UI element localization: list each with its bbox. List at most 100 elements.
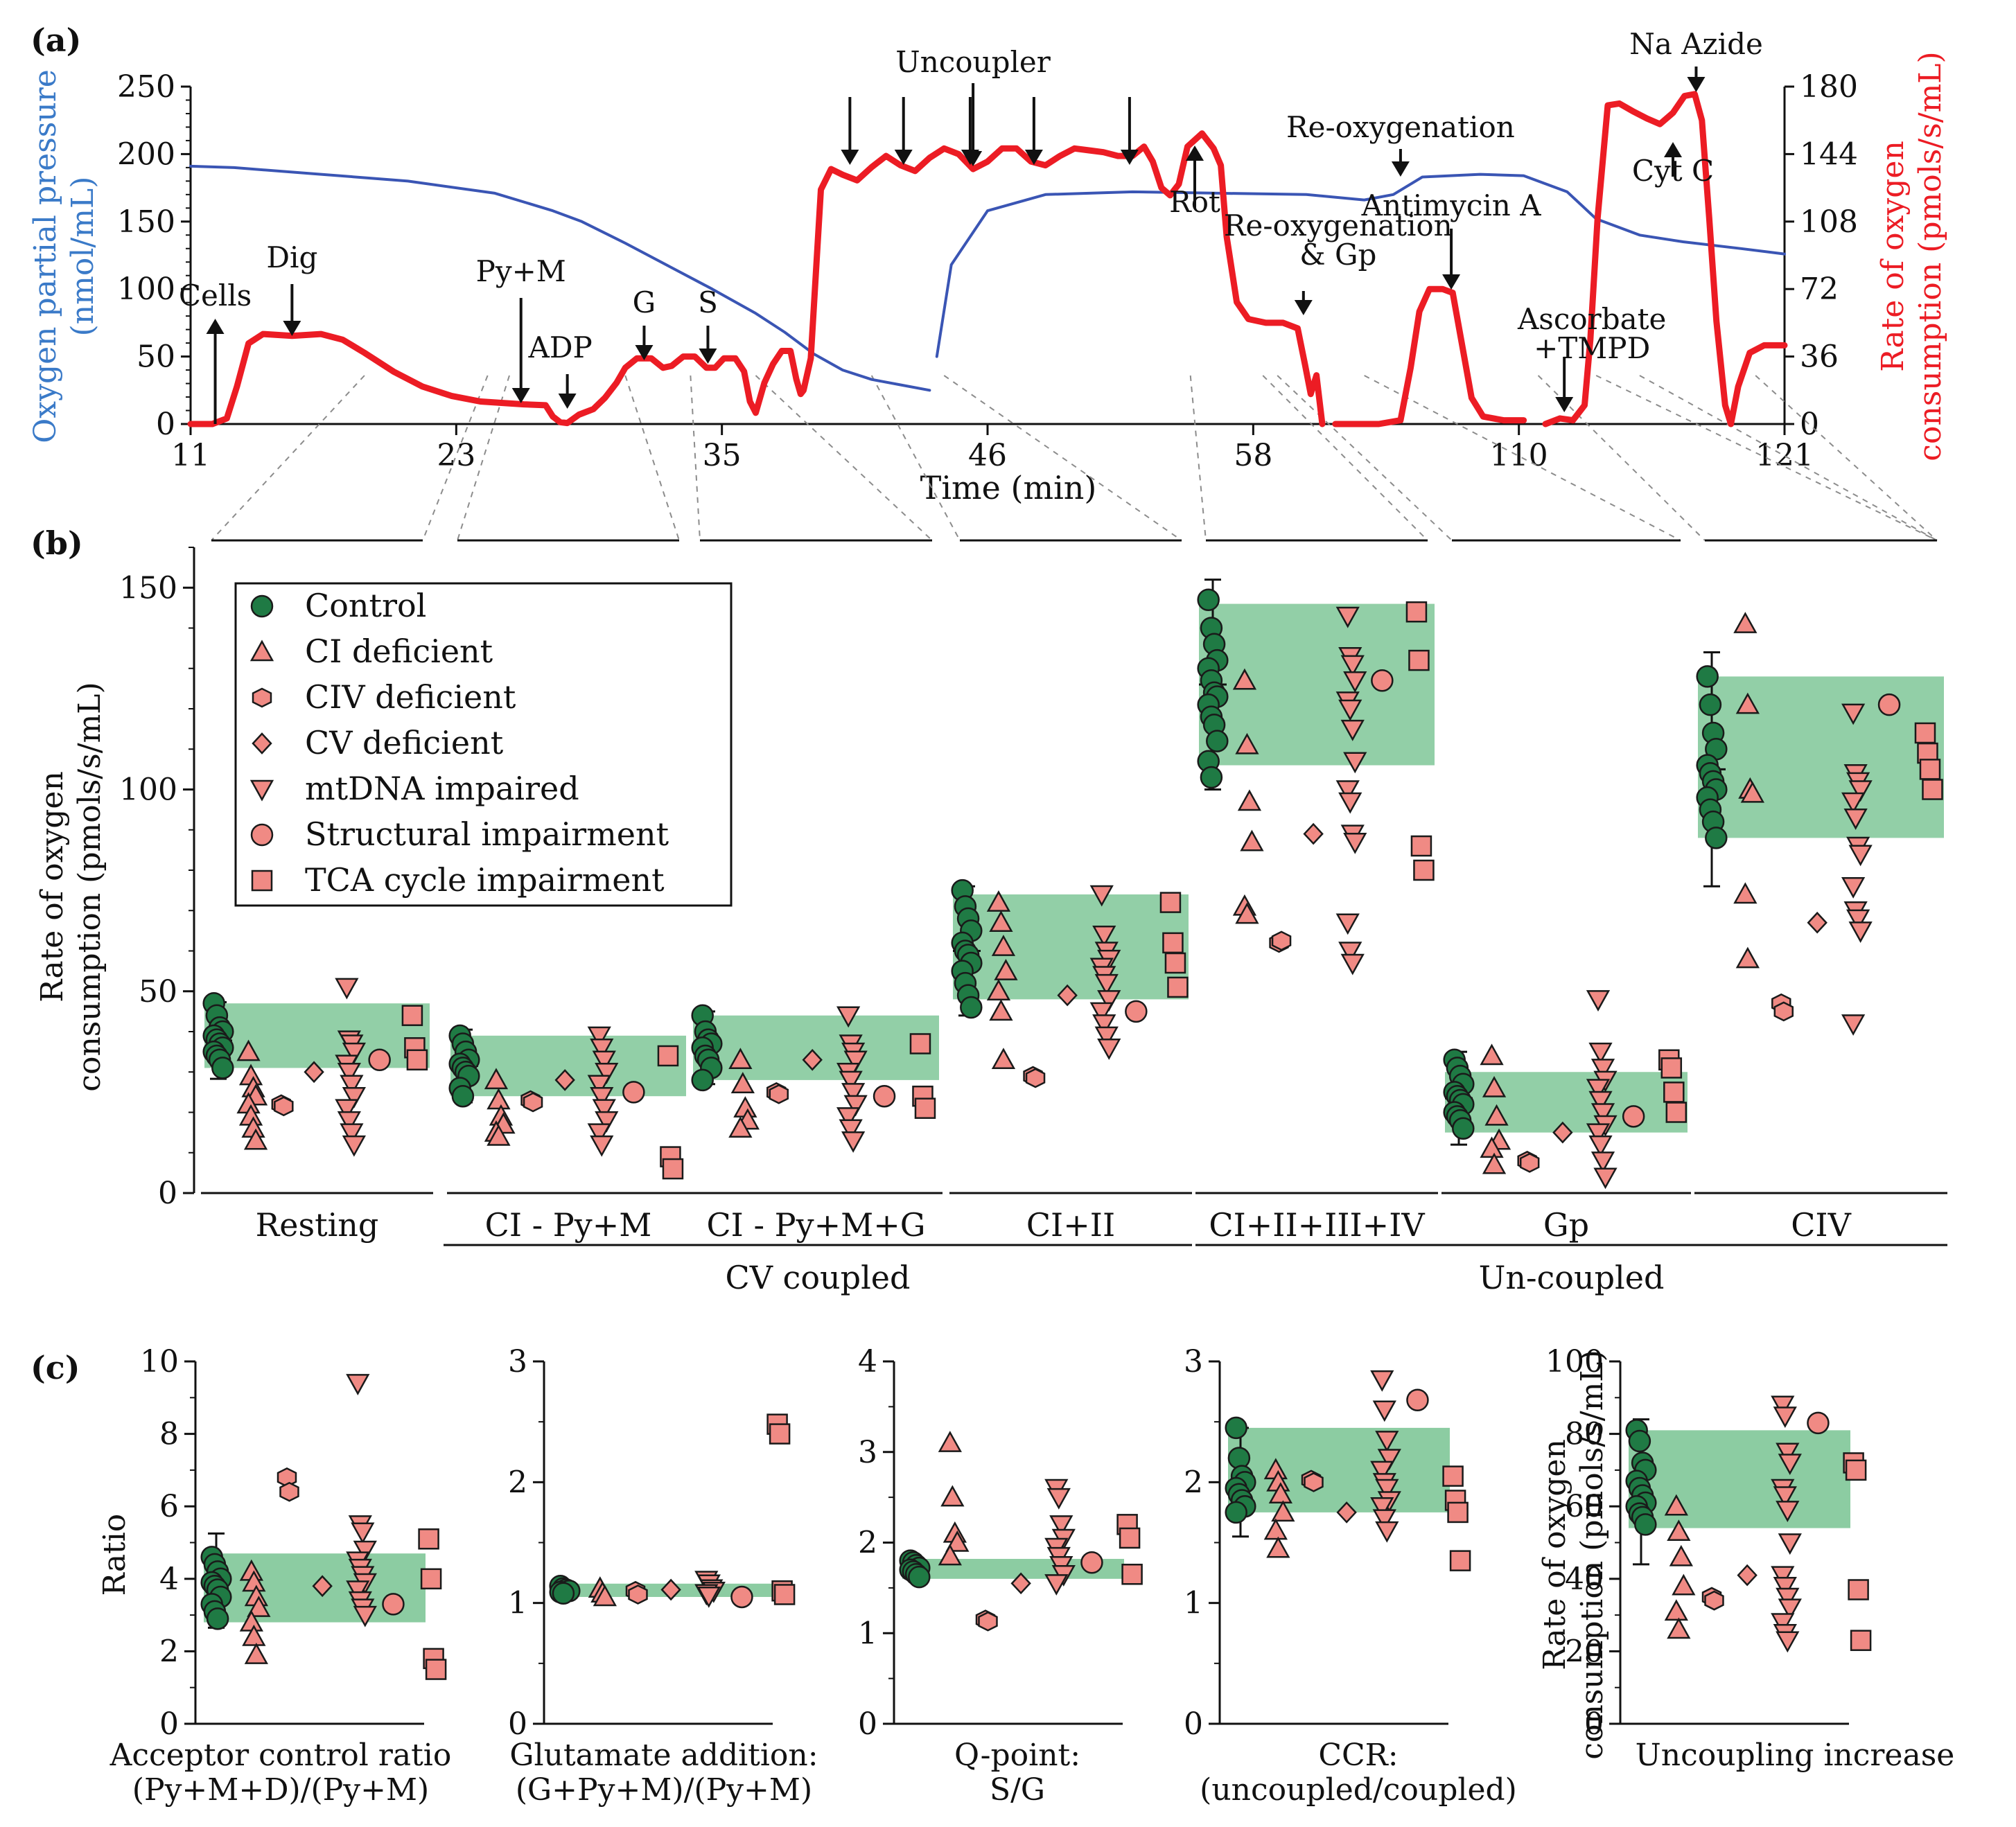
patient-point-triangle-down — [1335, 913, 1360, 935]
patient-point-diamond — [1336, 1501, 1357, 1524]
tick-label-left-c: 2 — [159, 1634, 179, 1669]
annotation-label: ADP — [528, 330, 593, 364]
annotation-arrow-head — [1664, 142, 1682, 157]
control-point — [691, 1068, 714, 1092]
patient-point-triangle-down — [841, 1131, 866, 1153]
patient-point-square — [1405, 601, 1428, 623]
patient-point-triangle-down — [351, 1522, 375, 1544]
patient-point-triangle — [938, 1544, 962, 1566]
tick-label-left-a: 250 — [117, 69, 175, 105]
patient-point-triangle — [1735, 946, 1760, 969]
panel-a-ylabel-right-2: consumption (pmols/s/mL) — [1913, 51, 1948, 461]
patient-point-square — [1449, 1550, 1471, 1571]
patient-point-diamond — [1010, 1572, 1031, 1595]
patient-point-square — [1663, 1082, 1685, 1103]
patient-point-triangle-down — [839, 1119, 863, 1141]
uncoupler-arrow-head — [1120, 150, 1139, 165]
tick-label-left-c: 2 — [508, 1465, 527, 1500]
patient-point-triangle-down — [1841, 703, 1866, 725]
annotation-label: Uncoupler — [895, 45, 1051, 79]
patient-point-circle — [1125, 1000, 1148, 1023]
tick-label-left-c: 1 — [508, 1586, 527, 1621]
tick-label-left-c: 2 — [1184, 1465, 1203, 1500]
patient-point-hexagon — [1271, 930, 1292, 951]
patient-point-triangle-down — [1372, 1400, 1396, 1422]
patient-point-triangle-down — [1375, 1479, 1399, 1501]
patient-point-triangle — [1240, 829, 1264, 851]
patient-point-triangle — [244, 1643, 268, 1664]
category-label: CI - Py+M — [485, 1206, 652, 1244]
patient-point-triangle — [1480, 1043, 1504, 1066]
patient-point-triangle — [945, 1530, 970, 1552]
patient-point-triangle-down — [1046, 1488, 1071, 1510]
patient-point-square — [1660, 1057, 1683, 1079]
patient-point-square — [1413, 859, 1435, 881]
patient-point-diamond — [1057, 984, 1078, 1007]
patient-point-square — [914, 1097, 936, 1119]
patient-point-triangle-down — [1586, 990, 1611, 1012]
panel-b-chart: 0 50 100 150 Resting CI - Py+M CI - Py+M+G CI+I… — [119, 539, 1947, 1296]
patient-point-square — [769, 1423, 791, 1445]
patient-point-triangle — [1268, 1482, 1292, 1504]
guide-dashed-line — [211, 375, 365, 541]
patient-point-triangle — [1235, 902, 1259, 924]
patient-point-square — [1848, 1579, 1869, 1600]
legend-label: mtDNA impaired — [305, 770, 579, 807]
patient-point-triangle-down — [342, 1135, 366, 1157]
patient-point-triangle-down — [353, 1605, 377, 1627]
patient-point-triangle-down — [1776, 1442, 1800, 1465]
patient-point-square — [1159, 892, 1182, 913]
patient-point-triangle-down — [587, 1075, 611, 1097]
control-point — [1225, 1416, 1247, 1440]
panel-c5-ylabel-1: Rate of oxygen — [1537, 1439, 1572, 1670]
patient-point-square — [418, 1528, 439, 1550]
patient-point-hexagon — [274, 1096, 294, 1117]
patient-point-triangle-down — [1372, 1509, 1396, 1531]
panel-c2-xlabel-1: Glutamate addition: — [509, 1738, 818, 1773]
uncoupler-arrow-head — [841, 150, 859, 165]
guide-dashed-line — [690, 375, 701, 541]
patient-point-triangle-down — [1841, 877, 1866, 899]
legend-marker — [249, 779, 274, 802]
group-label: CV coupled — [726, 1259, 911, 1296]
tick-label-left-c: 100 — [1545, 1344, 1604, 1379]
control-point — [1705, 827, 1728, 849]
annotation-label: Rot — [1169, 185, 1220, 219]
legend-marker — [252, 732, 272, 754]
patient-point-circle — [382, 1593, 405, 1616]
patient-point-triangle — [1667, 1519, 1691, 1542]
tick-label-bottom-a: 46 — [968, 438, 1007, 473]
patient-point-triangle-down — [1590, 1059, 1615, 1080]
oxygen-pressure-trace — [189, 164, 931, 392]
tick-label-left-c: 4 — [159, 1562, 179, 1597]
patient-point-triangle — [991, 935, 1016, 956]
guide-dashed-line — [870, 375, 961, 541]
patient-point-triangle-down — [1335, 606, 1360, 628]
control-point — [1206, 730, 1229, 752]
patient-point-diamond — [802, 1048, 823, 1071]
patient-point-triangle-down — [696, 1586, 721, 1608]
tick-label-right-a: 0 — [1800, 407, 1819, 442]
patient-point-triangle-down — [590, 1039, 614, 1060]
patient-point-triangle-down — [1771, 1566, 1795, 1588]
patient-point-triangle-down — [1773, 1486, 1797, 1508]
patient-point-triangle — [487, 1124, 511, 1146]
patient-point-square — [1121, 1564, 1143, 1585]
legend-box — [234, 582, 733, 907]
patient-point-triangle — [1237, 789, 1262, 811]
patient-point-square — [909, 1033, 931, 1054]
annotation-label: Cyt C — [1632, 154, 1714, 188]
control-point — [1225, 1501, 1247, 1524]
patient-point-triangle — [991, 1048, 1016, 1070]
patient-point-triangle-down — [337, 1111, 361, 1133]
patient-point-triangle-down — [1092, 925, 1116, 947]
guide-dashed-line — [1277, 375, 1453, 541]
guide-dashed-line — [1755, 375, 1938, 541]
legend-marker — [252, 687, 272, 708]
patient-point-circle — [1406, 1388, 1429, 1412]
guide-dashed-line — [422, 375, 489, 541]
annotation-arrow-head — [206, 319, 225, 334]
tick-label-right-a: 144 — [1800, 136, 1858, 172]
patient-point-circle — [1080, 1551, 1103, 1574]
patient-point-square — [1850, 1630, 1872, 1651]
